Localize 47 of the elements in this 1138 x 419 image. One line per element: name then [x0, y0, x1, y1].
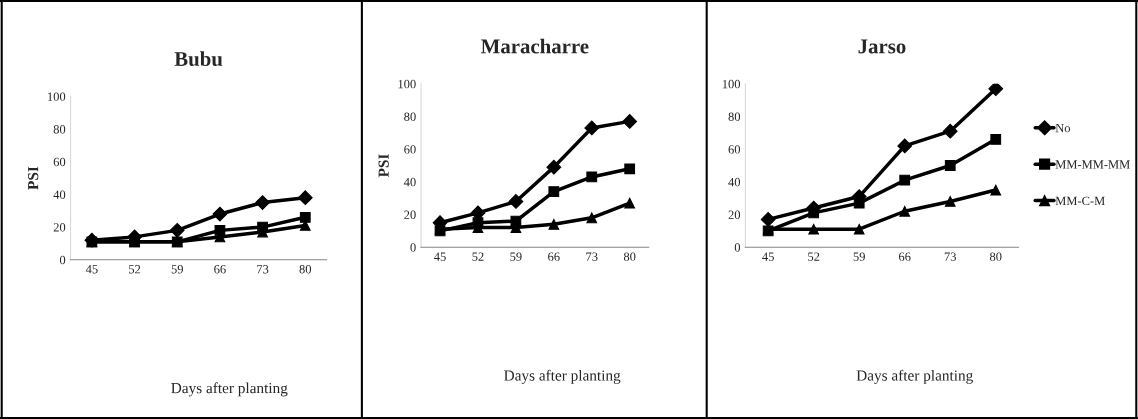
x-tick-label: 59	[853, 252, 865, 261]
y-tick-label: 60	[728, 145, 741, 154]
x-tick-label: 52	[129, 265, 141, 274]
y-tick-label: 20	[728, 210, 741, 219]
y-tick-label: 100	[722, 79, 741, 89]
y-tick-label: 60	[404, 145, 416, 154]
y-tick-label: 80	[53, 125, 66, 134]
x-tick-label: 66	[214, 265, 226, 274]
y-tick-label: 40	[728, 177, 741, 187]
x-tick-label: 66	[899, 252, 911, 261]
x-tick-label: 66	[548, 252, 560, 261]
x-tick-label: 73	[586, 252, 598, 261]
y-axis-title: PSI	[378, 154, 389, 178]
chart-title: Bubu	[174, 51, 223, 67]
y-tick-label: 40	[53, 190, 66, 199]
x-tick-label: 80	[623, 252, 636, 261]
y-tick-label: 40	[403, 177, 416, 187]
y-tick-label: 60	[53, 157, 66, 167]
x-tick-label: 52	[472, 252, 484, 261]
y-axis-title: PSI	[28, 166, 39, 190]
x-tick-label: 73	[944, 252, 956, 261]
x-axis-title: Days after planting	[171, 382, 288, 397]
y-tick-label: 0	[734, 243, 741, 252]
y-tick-label: 0	[59, 255, 66, 265]
chart-title: Maracharre	[481, 38, 589, 54]
legend-label: MM-C-M	[1055, 196, 1105, 206]
y-tick-label: 20	[404, 210, 416, 219]
x-tick-label: 45	[85, 265, 98, 274]
x-tick-label: 45	[762, 252, 774, 261]
legend-label: No	[1055, 123, 1071, 133]
x-axis-title: Days after planting	[504, 369, 621, 384]
x-tick-label: 59	[171, 265, 183, 274]
y-tick-label: 80	[728, 112, 741, 121]
x-tick-label: 59	[510, 252, 522, 261]
y-tick-label: 20	[53, 223, 66, 232]
y-tick-label: 80	[404, 112, 416, 121]
y-tick-label: 100	[48, 92, 66, 101]
x-tick-label: 73	[257, 265, 269, 274]
x-tick-label: 45	[434, 252, 446, 261]
x-tick-label: 80	[989, 252, 1002, 261]
y-tick-label: 0	[410, 243, 416, 252]
chart-title: Jarso	[858, 39, 906, 54]
x-tick-label: 80	[299, 265, 312, 274]
legend-label: MM-MM-MM	[1055, 160, 1130, 169]
x-axis-title: Days after planting	[856, 369, 973, 384]
y-tick-label: 100	[398, 79, 416, 89]
x-tick-label: 52	[808, 252, 820, 261]
